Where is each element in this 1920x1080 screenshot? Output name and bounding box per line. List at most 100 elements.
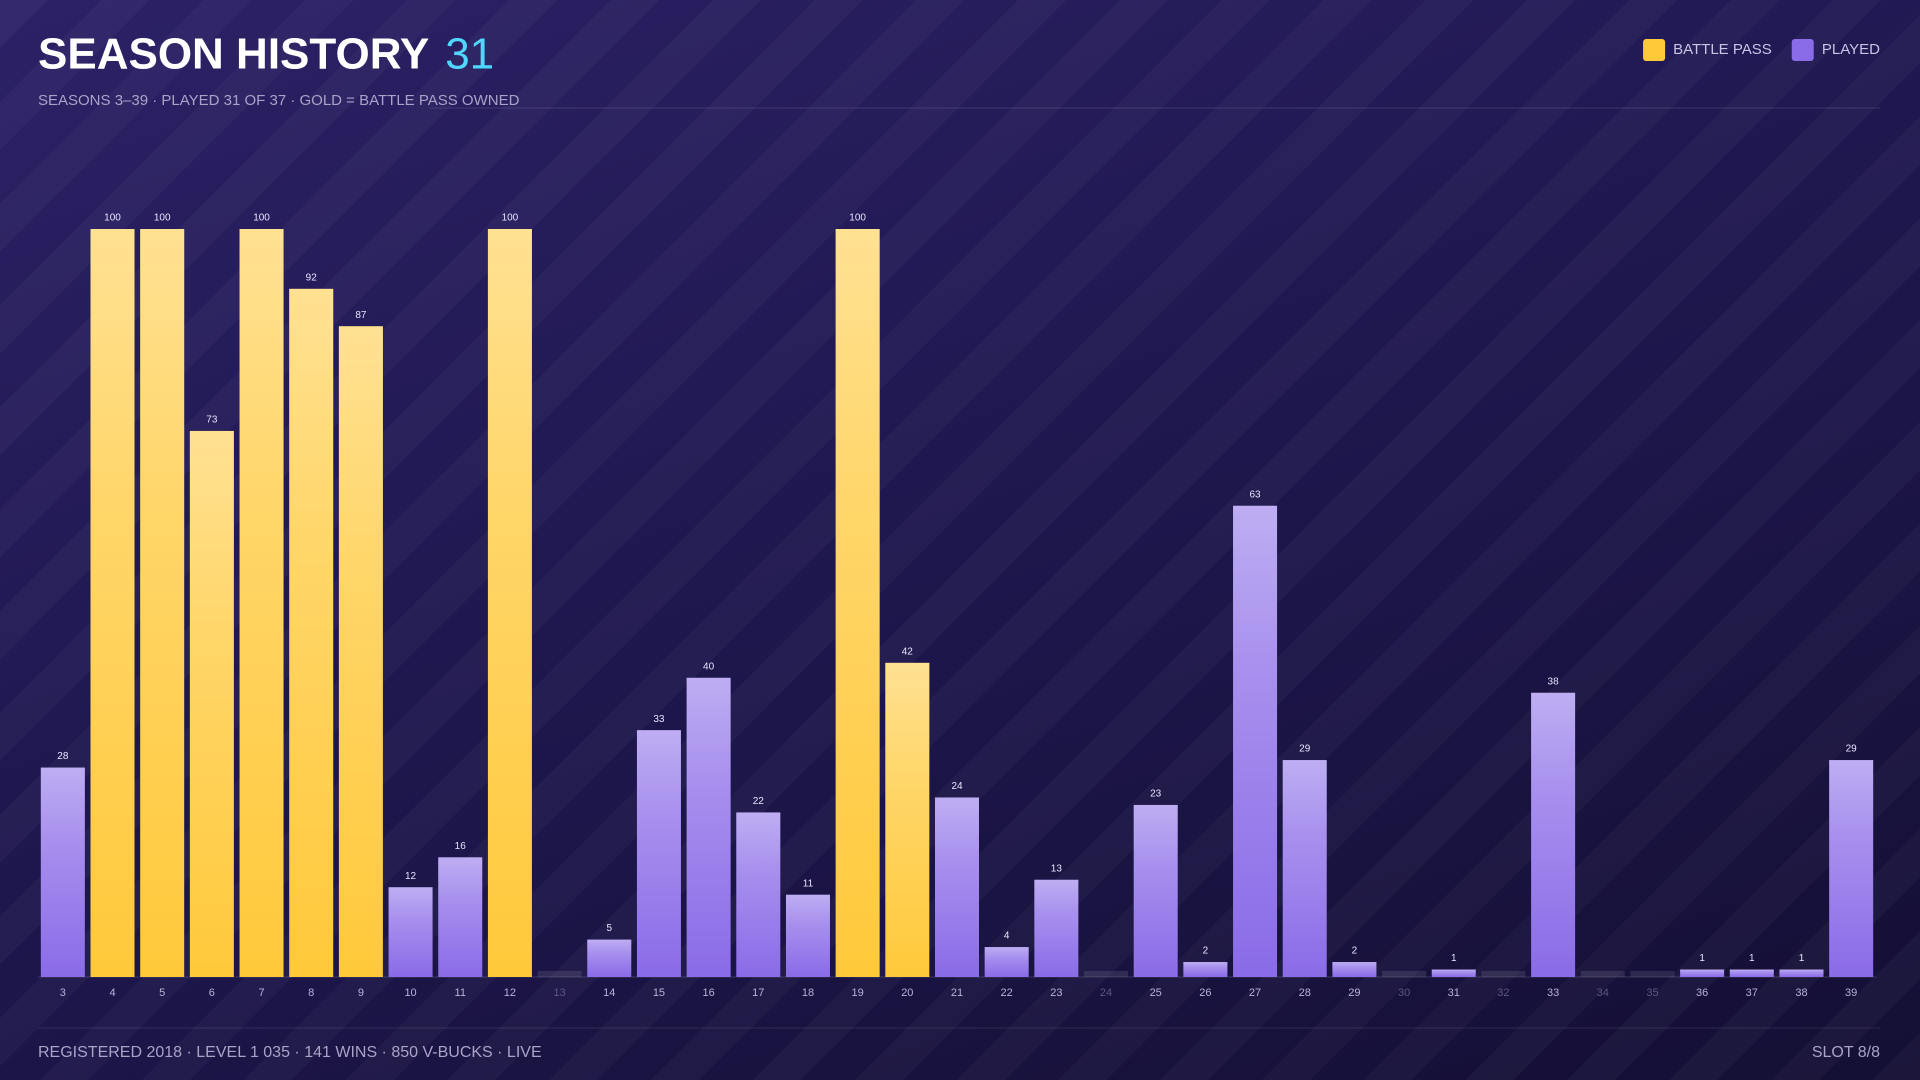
value-label: 22 (753, 796, 765, 807)
bar-shine (140, 229, 185, 977)
value-label: 11 (803, 878, 814, 889)
value-label: 29 (1846, 744, 1858, 755)
value-label: 4 (1004, 931, 1010, 942)
x-tick-label: 16 (702, 987, 714, 999)
bar-shine (835, 229, 880, 977)
x-tick-label: 26 (1199, 987, 1211, 999)
bar-shine (487, 229, 532, 977)
legend-label: BATTLE PASS (1673, 41, 1772, 58)
unplayed-stub (1580, 971, 1625, 977)
bar-shine (438, 857, 483, 977)
x-tick-label: 20 (901, 987, 913, 999)
x-tick-label: 34 (1597, 987, 1609, 999)
bar-shine (338, 326, 383, 977)
bar-shine (736, 812, 781, 977)
value-label: 5 (606, 923, 612, 934)
value-label: 63 (1249, 489, 1261, 500)
bar-shine (189, 430, 234, 978)
x-tick-label: 28 (1299, 987, 1311, 999)
x-tick-label: 27 (1249, 987, 1261, 999)
x-tick-label: 9 (358, 987, 364, 999)
bar-shine (1729, 969, 1774, 977)
x-tick-label: 22 (1001, 987, 1013, 999)
value-label: 2 (1203, 946, 1209, 957)
value-label: 16 (455, 841, 467, 852)
x-tick-label: 7 (258, 987, 264, 999)
x-tick-label: 4 (109, 987, 115, 999)
bar-shine (90, 229, 135, 977)
value-label: 1 (1799, 953, 1805, 964)
value-label: 92 (306, 272, 318, 283)
value-label: 12 (405, 871, 417, 882)
value-label: 73 (206, 415, 218, 426)
bar-shine (388, 887, 433, 977)
value-label: 29 (1299, 744, 1311, 755)
value-label: 40 (703, 661, 715, 672)
bar-shine (935, 797, 979, 977)
x-tick-label: 19 (852, 987, 864, 999)
value-label: 1 (1451, 953, 1457, 964)
x-tick-label: 31 (1448, 987, 1460, 999)
value-label: 42 (902, 646, 914, 657)
bar-shine (636, 730, 681, 977)
legend-swatch (1791, 39, 1814, 61)
x-tick-label: 3 (60, 987, 66, 999)
value-label: 1 (1699, 953, 1705, 964)
x-tick-label: 10 (404, 987, 416, 999)
bar-shine (1829, 760, 1874, 977)
x-tick-label: 33 (1547, 987, 1559, 999)
bar-shine (785, 894, 830, 977)
value-label: 24 (951, 781, 963, 792)
unplayed-stub (1481, 971, 1526, 977)
x-tick-label: 8 (308, 987, 314, 999)
bar-shine (40, 767, 85, 977)
bar-shine (1282, 760, 1327, 977)
x-tick-label: 24 (1100, 987, 1112, 999)
x-tick-label: 39 (1845, 987, 1857, 999)
x-tick-label: 17 (752, 987, 764, 999)
x-tick-label: 18 (802, 987, 814, 999)
value-label: 28 (57, 751, 69, 762)
unplayed-stub (1382, 971, 1427, 977)
bar-shine (984, 947, 1029, 977)
value-label: 13 (1051, 863, 1063, 874)
x-tick-label: 21 (951, 987, 963, 999)
bar-shine (1779, 969, 1824, 977)
footer-right: SLOT 8/8 (1812, 1044, 1880, 1061)
bar-shine (239, 229, 284, 977)
title-count: 31 (445, 30, 494, 79)
bar-shine (1183, 962, 1228, 977)
bar-shine (1431, 969, 1476, 977)
unplayed-stub (1630, 971, 1675, 977)
bar-shine (587, 939, 632, 977)
value-label: 1 (1749, 953, 1755, 964)
x-tick-label: 30 (1398, 987, 1410, 999)
x-tick-label: 11 (455, 987, 466, 999)
bar-shine (686, 677, 731, 977)
bar-shine (1680, 969, 1725, 977)
value-label: 100 (253, 213, 270, 224)
bar-shine (289, 288, 334, 978)
bar-shine (1233, 505, 1278, 977)
value-label: 87 (355, 310, 367, 321)
value-label: 100 (104, 213, 121, 224)
chart-title: SEASON HISTORY (38, 30, 429, 79)
x-tick-label: 32 (1497, 987, 1509, 999)
x-tick-label: 12 (504, 987, 516, 999)
value-label: 38 (1548, 676, 1560, 687)
value-label: 100 (502, 213, 519, 224)
bar-shine (1531, 692, 1576, 977)
legend-swatch (1643, 39, 1666, 61)
x-tick-label: 14 (603, 987, 615, 999)
x-tick-label: 25 (1150, 987, 1162, 999)
x-tick-label: 29 (1348, 987, 1360, 999)
x-tick-label: 23 (1050, 987, 1062, 999)
x-tick-label: 6 (209, 987, 215, 999)
x-tick-label: 5 (159, 987, 165, 999)
footer: REGISTERED 2018 · LEVEL 1 035 · 141 WINS… (38, 1044, 542, 1061)
subtitle: SEASONS 3–39 · PLAYED 31 OF 37 · GOLD = … (38, 92, 520, 109)
x-tick-label: 38 (1795, 987, 1807, 999)
legend-label: PLAYED (1822, 41, 1880, 58)
